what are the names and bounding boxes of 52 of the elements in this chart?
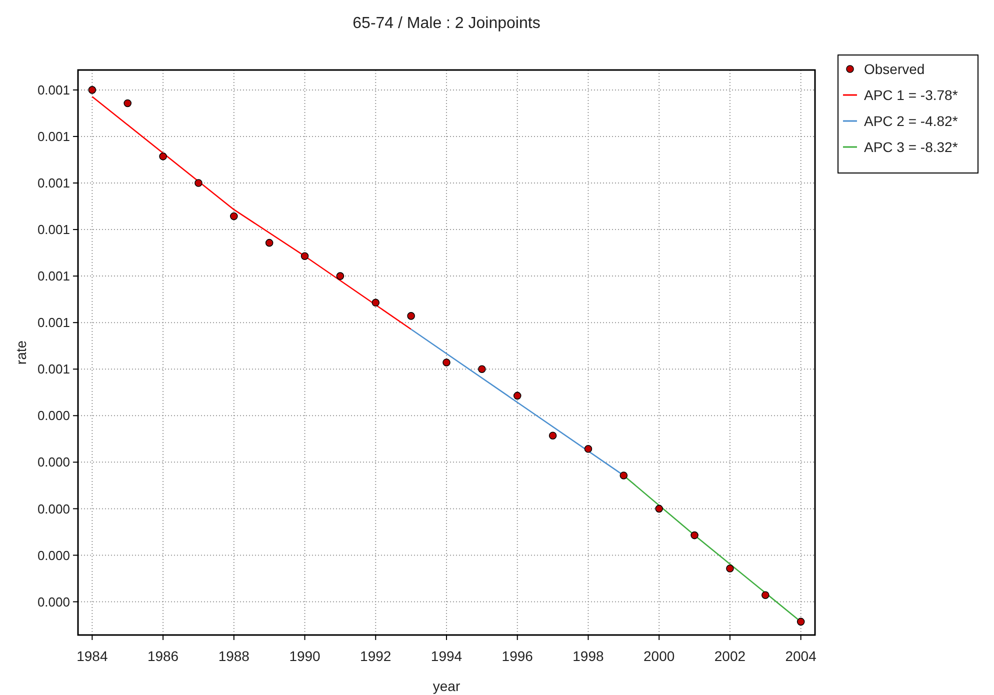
y-tick-label: 0.001 [37, 129, 70, 144]
x-tick-label: 1986 [147, 648, 179, 664]
point [159, 152, 167, 160]
point [655, 504, 663, 513]
point [230, 212, 238, 220]
point [124, 99, 132, 108]
x-axis-title: year [432, 678, 460, 694]
chart-title: 65-74 / Male : 2 Joinpoints [352, 15, 540, 32]
legend-label: APC 1 = -3.78* [864, 86, 958, 103]
x-tick-label: 1996 [502, 648, 534, 664]
y-tick-label: 0.001 [37, 315, 70, 330]
legend-label: Observed [864, 60, 925, 77]
x-tick-label: 2002 [714, 648, 746, 664]
point [194, 179, 202, 187]
legend-label: APC 3 = -8.32* [864, 138, 958, 155]
x-tick-label: 1992 [360, 648, 392, 664]
point [88, 86, 96, 94]
x-tick-label: 2000 [644, 648, 675, 664]
point [372, 298, 380, 307]
point [726, 564, 734, 572]
y-tick-label: 0.000 [37, 454, 70, 470]
y-tick-label: 0.000 [37, 501, 70, 516]
point [265, 238, 274, 247]
point [584, 444, 592, 453]
line-series [92, 96, 412, 330]
y-tick-label: 0.001 [37, 176, 70, 191]
point [407, 312, 415, 320]
legend-label: APC 2 = -4.82* [864, 112, 958, 129]
point [761, 591, 770, 600]
y-tick-label: 0.001 [37, 362, 70, 377]
point [620, 472, 628, 480]
point [442, 358, 450, 366]
y-tick-label: 0.001 [37, 82, 70, 98]
point [300, 252, 309, 260]
y-tick-label: 0.001 [37, 268, 70, 284]
point [336, 272, 344, 280]
x-tick-label: 1994 [430, 648, 462, 664]
y-tick-label: 0.000 [37, 548, 70, 563]
x-tick-label: 2004 [785, 648, 817, 664]
point [796, 618, 805, 626]
x-tick-label: 1988 [218, 648, 250, 664]
point [690, 531, 698, 540]
x-tick-label: 1984 [76, 648, 108, 664]
y-tick-label: 0.000 [37, 408, 70, 424]
x-tick-label: 1998 [572, 648, 604, 664]
point [513, 392, 522, 400]
point [548, 432, 557, 440]
y-tick-label: 0.000 [37, 594, 70, 610]
y-axis-title: rate [13, 340, 29, 365]
y-tick-label: 0.001 [37, 222, 70, 238]
point [478, 365, 486, 374]
x-tick-label: 1990 [289, 648, 321, 664]
